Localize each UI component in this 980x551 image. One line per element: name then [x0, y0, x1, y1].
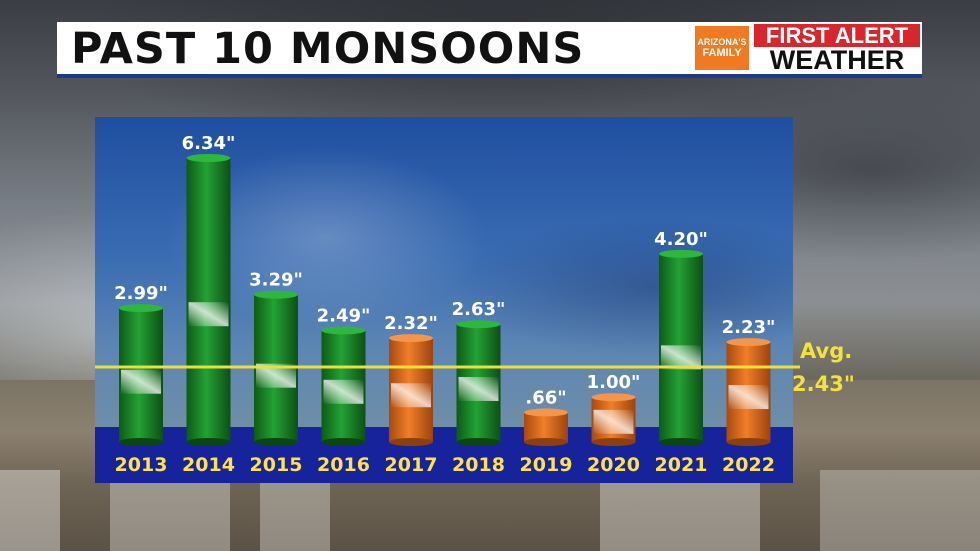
- page-title: PAST 10 MONSOONS: [71, 24, 585, 74]
- data-label: 2.99": [114, 283, 168, 304]
- bar-shine: [661, 345, 701, 370]
- logo-weather: WEATHER: [769, 45, 905, 75]
- bar-2018: [456, 320, 501, 446]
- average-label: Avg.: [800, 339, 852, 363]
- bar-shine: [121, 369, 161, 394]
- data-label: 3.29": [249, 270, 303, 291]
- data-label: 2.23": [722, 317, 776, 338]
- bar-base: [389, 438, 433, 446]
- background-buildings: [0, 470, 980, 551]
- x-tick-label: 2018: [452, 454, 505, 476]
- bar-cap: [524, 408, 568, 417]
- bar-shine: [458, 376, 499, 401]
- bar-shine: [323, 379, 364, 404]
- labels-group: 2.99" 2013 6.34" 2014 3.29" 2015 2.49" 2016 2.32…: [114, 133, 775, 476]
- data-label: 4.20": [654, 229, 708, 250]
- x-tick-label: 2013: [115, 454, 168, 476]
- bar-body: [524, 412, 568, 442]
- x-tick-label: 2022: [722, 454, 775, 476]
- logo-left-line2: FAMILY: [702, 47, 742, 59]
- arizonas-family-logo: ARIZONA'S FAMILY: [695, 26, 749, 70]
- bar-cap: [456, 320, 501, 329]
- logo-left-line1: ARIZONA'S: [697, 37, 747, 47]
- bar-shine: [728, 385, 769, 410]
- data-label: 2.49": [317, 305, 371, 326]
- bar-cap: [119, 304, 163, 313]
- x-tick-label: 2020: [587, 454, 640, 476]
- average-value: 2.43": [792, 372, 855, 396]
- bar-cap: [591, 393, 636, 402]
- x-tick-label: 2014: [182, 454, 235, 476]
- title-bar: PAST 10 MONSOONS ARIZONA'S FAMILY FIRST …: [57, 22, 922, 78]
- logo-first-alert: FIRST ALERT: [754, 24, 920, 47]
- bar-2013: [119, 304, 163, 446]
- bar-base: [456, 438, 501, 446]
- bar-cap: [389, 334, 433, 343]
- data-label: 6.34": [182, 133, 236, 154]
- bar-base: [726, 438, 771, 446]
- bar-base: [254, 438, 298, 446]
- bar-2019: [524, 408, 568, 446]
- bar-base: [186, 438, 231, 446]
- bar-2017: [389, 334, 433, 446]
- first-alert-weather-logo: FIRST ALERT WEATHER: [754, 24, 920, 75]
- data-label: .66": [525, 387, 566, 408]
- bar-body: [186, 158, 231, 442]
- bar-shine: [391, 383, 431, 408]
- bar-base: [659, 438, 703, 446]
- bar-2014: [186, 154, 231, 446]
- bar-base: [119, 438, 163, 446]
- bar-2020: [591, 393, 636, 446]
- x-tick-label: 2015: [250, 454, 303, 476]
- x-tick-label: 2019: [520, 454, 573, 476]
- average-group: Avg. 2.43": [95, 339, 855, 396]
- x-tick-label: 2016: [317, 454, 370, 476]
- bar-cap: [321, 326, 366, 335]
- bar-cap: [186, 154, 231, 162]
- bar-2021: [659, 249, 703, 446]
- bar-shine: [188, 302, 229, 327]
- data-label: 2.63": [452, 299, 506, 320]
- bar-base: [524, 438, 568, 446]
- data-label: 2.32": [384, 313, 438, 334]
- x-tick-label: 2021: [655, 454, 708, 476]
- bar-shine: [593, 409, 634, 434]
- bar-2016: [321, 326, 366, 446]
- x-tick-label: 2017: [385, 454, 438, 476]
- data-label: 1.00": [587, 372, 641, 393]
- bars-group: [119, 154, 771, 446]
- bar-base: [321, 438, 366, 446]
- bar-cap: [726, 338, 771, 347]
- bar-base: [591, 438, 636, 446]
- bar-cap: [659, 249, 703, 258]
- bar-cap: [254, 290, 298, 299]
- bar-2022: [726, 338, 771, 446]
